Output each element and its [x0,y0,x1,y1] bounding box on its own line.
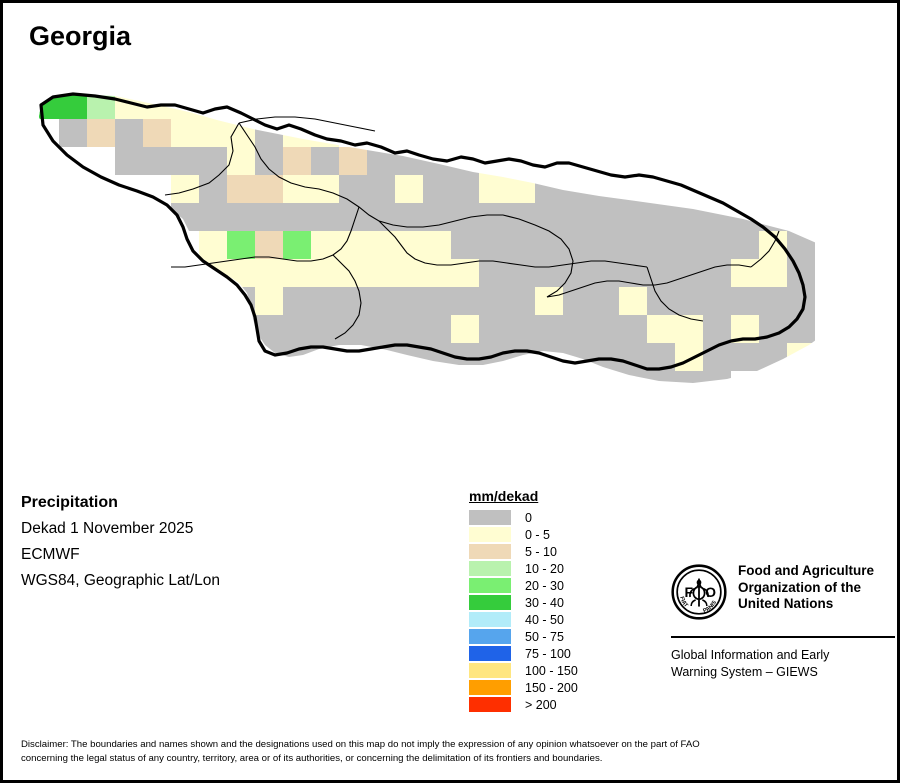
legend-label: 10 - 20 [525,561,564,576]
admin-boundaries [164,116,780,340]
disclaimer-line-2: concerning the legal status of any count… [21,752,603,764]
fao-branding-block: F A O FIAT PANIS Food and Agriculture Or [671,563,895,681]
page-title: Georgia [29,21,132,51]
precipitation-raster [39,94,815,383]
legend-swatch [469,510,511,525]
svg-text:A: A [696,581,703,592]
giews-subtitle: Global Information and Early Warning Sys… [671,647,895,681]
legend-row: 75 - 100 [469,645,578,662]
map-info-block: Precipitation Dekad 1 November 2025 ECMW… [21,490,351,594]
legend-swatch [469,697,511,712]
legend-label: 30 - 40 [525,595,564,610]
fao-org-line-1: Food and Agriculture [738,563,874,578]
fao-organization-name: Food and Agriculture Organization of the… [738,563,874,613]
fao-divider [671,636,895,638]
legend-label: > 200 [525,697,557,712]
fao-org-line-3: United Nations [738,596,834,611]
legend-swatch [469,612,511,627]
giews-line-2: Warning System – GIEWS [671,665,818,679]
legend-swatch [469,527,511,542]
legend-swatch [469,595,511,610]
georgia-precipitation-map [3,63,897,413]
legend-label: 100 - 150 [525,663,578,678]
info-projection: WGS84, Geographic Lat/Lon [21,572,221,589]
legend-swatch [469,578,511,593]
fao-org-line-2: Organization of the [738,579,861,595]
legend-label: 50 - 75 [525,629,564,644]
info-heading: Precipitation [21,494,118,511]
legend-label: 75 - 100 [525,646,571,661]
disclaimer: Disclaimer: The boundaries and names sho… [21,738,881,765]
legend-row: > 200 [469,696,578,713]
svg-text:FIAT: FIAT [678,596,689,609]
legend-row: 100 - 150 [469,662,578,679]
giews-line-1: Global Information and Early [671,648,830,662]
precipitation-legend: mm/dekad 0 0 - 5 5 - 10 10 - 20 20 - 30 … [469,488,578,713]
fao-emblem-icon: F A O FIAT PANIS [671,564,727,625]
legend-row: 10 - 20 [469,560,578,577]
legend-label: 40 - 50 [525,612,564,627]
svg-text:F: F [684,584,693,600]
info-dekad: Dekad 1 November 2025 [21,520,194,537]
legend-label: 5 - 10 [525,544,557,559]
svg-text:O: O [705,584,716,600]
legend-label: 0 - 5 [525,527,551,542]
legend-swatch [469,646,511,661]
legend-row: 40 - 50 [469,611,578,628]
legend-swatch [469,663,511,678]
legend-swatch [469,544,511,559]
legend-label: 150 - 200 [525,680,578,695]
legend-row: 30 - 40 [469,594,578,611]
legend-row: 50 - 75 [469,628,578,645]
disclaimer-line-1: Disclaimer: The boundaries and names sho… [21,739,700,750]
legend-row: 20 - 30 [469,577,578,594]
legend-row: 5 - 10 [469,543,578,560]
legend-swatch [469,561,511,576]
info-source: ECMWF [21,546,80,563]
legend-row: 0 [469,509,578,526]
legend-label: 20 - 30 [525,578,564,593]
legend-row: 150 - 200 [469,679,578,696]
legend-title: mm/dekad [469,488,539,504]
legend-swatch [469,629,511,644]
legend-label: 0 [525,510,532,525]
legend-swatch [469,680,511,695]
legend-row: 0 - 5 [469,526,578,543]
national-boundary [39,92,807,371]
